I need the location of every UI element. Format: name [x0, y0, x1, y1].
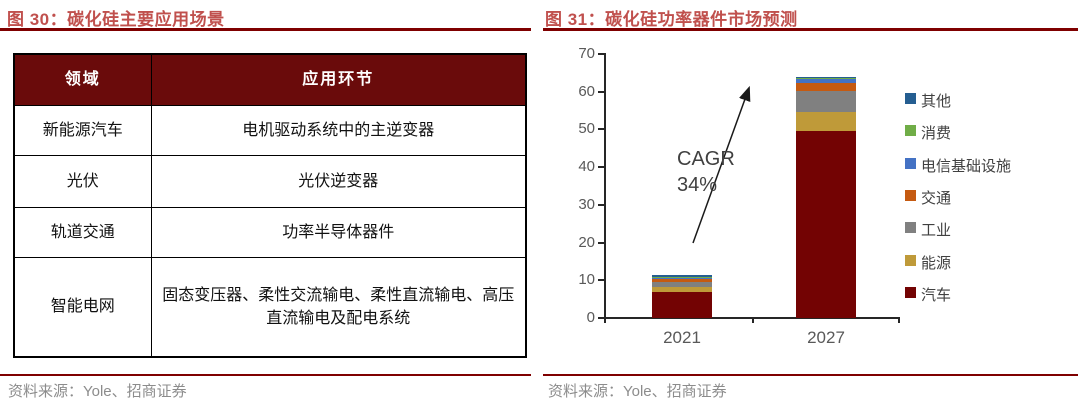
y-tick-label: 10	[578, 271, 595, 289]
bar-segment-消费	[796, 77, 856, 79]
table-cell: 智能电网	[13, 257, 152, 357]
cagr-annotation-line1: CAGR	[677, 148, 735, 170]
bar-segment-其他	[652, 275, 712, 277]
table-cell: 功率半导体器件	[150, 207, 527, 258]
x-category-label: 2021	[663, 328, 701, 347]
legend-swatch	[905, 286, 916, 298]
y-axis-tick	[598, 241, 604, 244]
bar-segment-消费	[652, 276, 712, 277]
bar-segment-交通	[796, 83, 856, 91]
legend-label: 能源	[921, 254, 952, 272]
bar-segment-汽车	[652, 291, 712, 318]
y-tick-label: 50	[578, 120, 595, 138]
y-axis-tick	[598, 279, 604, 282]
legend-label: 消费	[921, 125, 952, 143]
y-axis-tick	[598, 90, 604, 93]
y-tick-label: 70	[578, 45, 595, 62]
table-cell: 轨道交通	[13, 207, 152, 258]
legend-label: 交通	[921, 189, 952, 207]
bar-segment-工业	[796, 90, 856, 112]
figure-31-title-rule	[543, 28, 1078, 31]
x-axis-tick	[604, 319, 606, 323]
y-axis-tick	[598, 166, 604, 169]
legend-label: 汽车	[921, 286, 952, 304]
bar-segment-电信基础设施	[652, 276, 712, 279]
y-tick-label: 60	[578, 82, 595, 100]
table-cell: 固态变压器、柔性交流输电、柔性直流输电、高压直流输电及配电系统	[150, 257, 527, 357]
figure-30-panel: 图 30：碳化硅主要应用场景 领域 应用环节 新能源汽车 电机驱动系统中的主逆变器光…	[0, 0, 531, 403]
bar-segment-能源	[796, 111, 856, 132]
figure-31-title: 图 31：碳化硅功率器件市场预测	[545, 10, 798, 29]
y-tick-label: 20	[578, 233, 595, 251]
bar-segment-能源	[652, 286, 712, 292]
sic-market-chart: CAGR 34% 0 10 20 30 40 50 60 70 2021 2027 其他消费电信基础…	[540, 0, 1080, 403]
table-header-cell: 领域	[13, 53, 152, 106]
x-axis-line	[604, 317, 900, 319]
table-row: 轨道交通 功率半导体器件	[13, 207, 527, 258]
y-axis-tick	[598, 53, 604, 55]
bar-segment-电信基础设施	[796, 78, 856, 84]
legend-swatch	[905, 222, 916, 234]
table-header-cell: 应用环节	[150, 53, 527, 106]
bar-segment-其他	[796, 76, 856, 78]
table-cell: 光伏	[13, 155, 152, 208]
table-row: 智能电网 固态变压器、柔性交流输电、柔性直流输电、高压直流输电及配电系统	[13, 257, 527, 357]
y-axis-line	[604, 53, 606, 320]
sic-applications-table: 领域 应用环节 新能源汽车 电机驱动系统中的主逆变器 光伏 光伏逆变器 轨道交通 功率半导体…	[13, 53, 527, 358]
y-tick-label: 0	[586, 309, 595, 326]
legend-swatch	[905, 93, 916, 104]
table-cell: 新能源汽车	[13, 105, 152, 156]
y-tick-label: 30	[578, 195, 595, 213]
y-axis-tick	[598, 128, 604, 131]
bar-segment-交通	[652, 278, 712, 282]
figure-31-source-rule	[543, 374, 1078, 376]
table-cell: 光伏逆变器	[150, 155, 527, 208]
x-axis-tick	[898, 319, 900, 323]
x-category-label: 2027	[807, 328, 845, 347]
y-axis-tick	[598, 317, 604, 319]
figure-30-source-text: 资料来源：Yole、招商证券	[8, 383, 187, 400]
legend-label: 电信基础设施	[921, 157, 1012, 175]
table-cell: 电机驱动系统中的主逆变器	[150, 105, 527, 156]
table-header: 领域 应用环节	[13, 53, 527, 106]
table-row: 光伏 光伏逆变器	[13, 155, 527, 208]
y-tick-label: 40	[578, 158, 595, 176]
figure-30-source-rule	[0, 374, 531, 376]
cagr-annotation-line2: 34%	[677, 174, 718, 196]
bar-segment-汽车	[796, 131, 856, 318]
figure-30-title-rule	[0, 28, 531, 31]
cagr-annotation: CAGR 34%	[677, 146, 735, 198]
y-axis-tick	[598, 203, 604, 206]
legend-label: 工业	[921, 222, 952, 240]
figure-31-source-text: 资料来源：Yole、招商证券	[548, 383, 727, 400]
legend-swatch	[905, 189, 916, 201]
x-axis-tick	[752, 319, 754, 323]
bar-segment-工业	[652, 281, 712, 287]
table-body: 新能源汽车 电机驱动系统中的主逆变器 光伏 光伏逆变器 轨道交通 功率半导体器件 智能电网固…	[13, 105, 527, 357]
legend-label: 其他	[921, 93, 952, 110]
table-row: 新能源汽车 电机驱动系统中的主逆变器	[13, 105, 527, 156]
figure-30-title: 图 30：碳化硅主要应用场景	[7, 10, 225, 29]
legend-swatch	[905, 254, 916, 266]
figure-31-panel: 图 31：碳化硅功率器件市场预测 CAGR 34% 0 10 20 30 40 50 60 7…	[540, 0, 1080, 403]
legend-swatch	[905, 125, 916, 137]
legend-swatch	[905, 157, 916, 169]
